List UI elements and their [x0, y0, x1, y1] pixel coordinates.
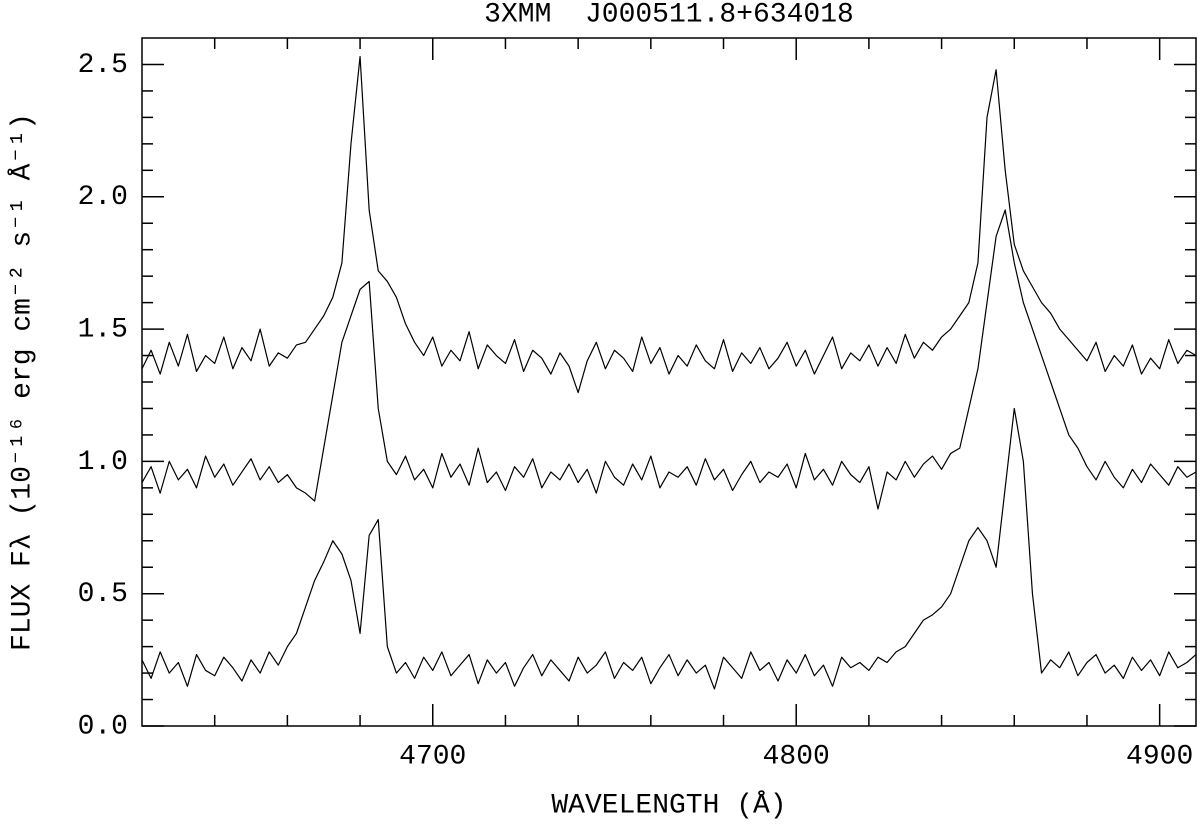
y-tick-label: 1.5	[78, 314, 128, 345]
y-tick-label: 2.5	[78, 50, 128, 81]
y-tick-label: 2.0	[78, 182, 128, 213]
y-tick-label: 1.0	[78, 447, 128, 478]
x-tick-label: 4700	[399, 741, 466, 772]
x-axis-label: WAVELENGTH (Å)	[551, 790, 786, 821]
y-axis-label: FLUX Fλ (10⁻¹⁶ erg cm⁻² s⁻¹ Å⁻¹)	[7, 113, 38, 651]
spectrum-line	[141, 407, 1197, 690]
x-tick-label: 4900	[1126, 741, 1193, 772]
x-tick-label: 4800	[763, 741, 830, 772]
spectrum-line	[141, 209, 1197, 510]
y-tick-label: 0.0	[78, 711, 128, 742]
chart-title: 3XMM J000511.8+634018	[484, 0, 854, 30]
y-tick-label: 0.5	[78, 579, 128, 610]
spectrum-line	[141, 55, 1197, 394]
